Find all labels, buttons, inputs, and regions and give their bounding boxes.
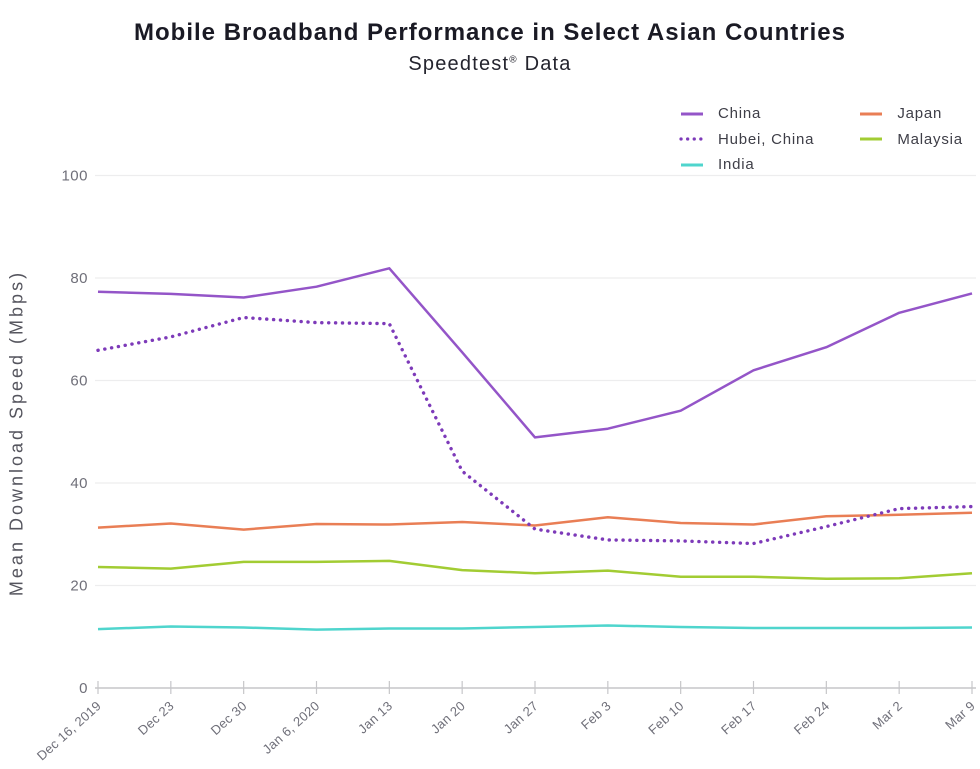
y-tick-label-40: 40 [70, 475, 88, 492]
y-tick-label-20: 20 [70, 578, 88, 595]
x-tick-label-jan-13: Jan 13 [355, 698, 395, 736]
x-tick-label-jan-27: Jan 27 [501, 698, 541, 736]
legend-swatch-hubei-china-icon [679, 137, 705, 141]
series-line-japan [97, 511, 973, 531]
y-tick-label-80: 80 [70, 270, 88, 287]
x-tick-label-dec-16-2019: Dec 16, 2019 [34, 698, 104, 763]
legend-column-2: Japan Malaysia [858, 101, 963, 178]
series-line-india [97, 624, 973, 631]
legend-item-hubei-china: Hubei, China [679, 127, 814, 153]
legend-label-malaysia: Malaysia [897, 130, 963, 148]
series-line-china [97, 267, 973, 439]
x-tick-label-jan-6-2020: Jan 6, 2020 [260, 698, 323, 757]
legend-swatch-japan-icon [860, 112, 883, 116]
x-tick-label-dec-23: Dec 23 [135, 698, 177, 738]
legend-item-japan: Japan [858, 101, 963, 127]
x-tick-label-jan-20: Jan 20 [428, 698, 468, 736]
legend-label-china: China [718, 105, 762, 123]
series-line-hubei-china [96, 315, 974, 546]
subtitle-brand: Speedtest [408, 53, 510, 75]
x-tick-label-mar-2: Mar 2 [869, 698, 905, 732]
y-tick-label-100: 100 [61, 168, 88, 185]
registered-trademark-icon: ® [509, 54, 518, 66]
legend-swatch-india-icon [681, 163, 703, 167]
legend-item-india: India [679, 152, 814, 178]
chart-subtitle: Speedtest® Data [0, 53, 980, 76]
legend-column-1: China Hubei, China India [679, 101, 814, 178]
x-tick-label-feb-3: Feb 3 [578, 698, 614, 732]
subtitle-suffix: Data [517, 53, 572, 75]
series-line-malaysia [97, 559, 973, 581]
legend-label-japan: Japan [897, 105, 943, 123]
x-tick-label-dec-30: Dec 30 [208, 698, 250, 738]
y-tick-label-60: 60 [70, 373, 88, 390]
chart-title: Mobile Broadband Performance in Select A… [134, 19, 846, 46]
legend-swatch-china-icon [681, 112, 703, 116]
legend-swatch-malaysia-icon [860, 137, 883, 141]
x-tick-label-feb-24: Feb 24 [791, 698, 832, 737]
legend-label-india: India [718, 156, 755, 174]
x-tick-label-feb-17: Feb 17 [718, 698, 759, 737]
y-tick-label-0: 0 [79, 680, 88, 697]
x-tick-label-feb-10: Feb 10 [645, 698, 686, 737]
legend-item-china: China [679, 101, 814, 127]
chart-legend: China Hubei, China India Japan Malaysia [679, 101, 963, 178]
legend-label-hubei-china: Hubei, China [718, 130, 815, 148]
legend-item-malaysia: Malaysia [858, 127, 963, 153]
x-tick-label-mar-9: Mar 9 [942, 698, 978, 732]
